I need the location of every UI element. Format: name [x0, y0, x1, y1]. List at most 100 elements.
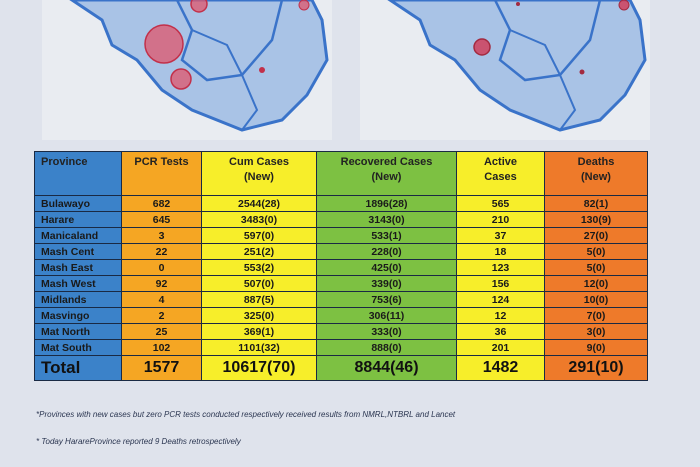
cell-cum-cases: 369(1): [201, 323, 317, 340]
cell-province: Mash West: [34, 275, 122, 292]
cell-active-cases: 36: [456, 323, 545, 340]
header-pcr-tests: PCR Tests: [121, 151, 202, 196]
case-map-right: [360, 0, 650, 140]
cell-active-cases: 12: [456, 307, 545, 324]
case-bubble: [579, 69, 585, 75]
cell-active-cases: 565: [456, 195, 545, 212]
cell-recovered-cases: 339(0): [316, 275, 457, 292]
cell-cum-cases: 3483(0): [201, 211, 317, 228]
cell-pcr-tests: 645: [121, 211, 202, 228]
table-row: Manicaland 3 597(0) 533(1) 37 27(0): [34, 227, 648, 244]
total-deaths: 291(10): [544, 355, 648, 381]
cell-pcr-tests: 4: [121, 291, 202, 308]
cell-deaths: 3(0): [544, 323, 648, 340]
table-row: Mash East 0 553(2) 425(0) 123 5(0): [34, 259, 648, 276]
map-graphic: [360, 0, 650, 140]
case-map-left: [42, 0, 332, 140]
cell-province: Mash East: [34, 259, 122, 276]
total-pcr: 1577: [121, 355, 202, 381]
cell-pcr-tests: 682: [121, 195, 202, 212]
table-total-row: Total 1577 10617(70) 8844(46) 1482 291(1…: [34, 355, 648, 381]
cell-deaths: 130(9): [544, 211, 648, 228]
cell-recovered-cases: 753(6): [316, 291, 457, 308]
table-row: Masvingo 2 325(0) 306(11) 12 7(0): [34, 307, 648, 324]
cell-cum-cases: 325(0): [201, 307, 317, 324]
cell-pcr-tests: 0: [121, 259, 202, 276]
cell-active-cases: 201: [456, 339, 545, 356]
cell-province: Mat North: [34, 323, 122, 340]
cell-recovered-cases: 425(0): [316, 259, 457, 276]
cell-deaths: 27(0): [544, 227, 648, 244]
cell-active-cases: 18: [456, 243, 545, 260]
cell-deaths: 10(0): [544, 291, 648, 308]
cell-province: Harare: [34, 211, 122, 228]
cell-cum-cases: 2544(28): [201, 195, 317, 212]
cell-pcr-tests: 2: [121, 307, 202, 324]
cell-deaths: 12(0): [544, 275, 648, 292]
header-deaths-line1: Deaths: [577, 156, 615, 168]
header-active-line1: Active: [483, 156, 518, 168]
province-covid-table: Province PCR Tests Cum Cases (New) Recov…: [34, 151, 648, 381]
cell-recovered-cases: 533(1): [316, 227, 457, 244]
case-bubble: [298, 0, 310, 11]
cell-recovered-cases: 306(11): [316, 307, 457, 324]
header-cum-cases-line1: Cum Cases: [229, 156, 289, 168]
case-bubble: [473, 38, 491, 56]
table-row: Mat North 25 369(1) 333(0) 36 3(0): [34, 323, 648, 340]
cell-province: Mat South: [34, 339, 122, 356]
cell-deaths: 9(0): [544, 339, 648, 356]
cell-active-cases: 210: [456, 211, 545, 228]
table-row: Bulawayo 682 2544(28) 1896(28) 565 82(1): [34, 195, 648, 212]
cell-recovered-cases: 228(0): [316, 243, 457, 260]
cell-recovered-cases: 888(0): [316, 339, 457, 356]
map-graphic: [42, 0, 332, 140]
cell-deaths: 5(0): [544, 243, 648, 260]
case-bubble: [144, 24, 184, 64]
total-recovered: 8844(46): [316, 355, 457, 381]
header-cum-cases: Cum Cases (New): [201, 151, 317, 196]
header-deaths-line2: (New): [581, 171, 611, 183]
header-deaths: Deaths (New): [544, 151, 648, 196]
cell-recovered-cases: 3143(0): [316, 211, 457, 228]
cell-province: Manicaland: [34, 227, 122, 244]
cell-recovered-cases: 333(0): [316, 323, 457, 340]
cell-cum-cases: 251(2): [201, 243, 317, 260]
table-header-row: Province PCR Tests Cum Cases (New) Recov…: [34, 151, 648, 196]
table-row: Mat South 102 1101(32) 888(0) 201 9(0): [34, 339, 648, 356]
case-bubble: [190, 0, 208, 13]
header-recovered-line1: Recovered Cases: [340, 156, 433, 168]
total-active: 1482: [456, 355, 545, 381]
table-row: Midlands 4 887(5) 753(6) 124 10(0): [34, 291, 648, 308]
footnote-pcr: *Provinces with new cases but zero PCR t…: [36, 410, 456, 419]
table-row: Mash West 92 507(0) 339(0) 156 12(0): [34, 275, 648, 292]
cell-province: Mash Cent: [34, 243, 122, 260]
cell-province: Masvingo: [34, 307, 122, 324]
cell-cum-cases: 507(0): [201, 275, 317, 292]
header-active-cases: Active Cases: [456, 151, 545, 196]
header-recovered-line2: (New): [371, 171, 402, 183]
cell-deaths: 7(0): [544, 307, 648, 324]
cell-pcr-tests: 92: [121, 275, 202, 292]
cell-pcr-tests: 102: [121, 339, 202, 356]
header-cum-cases-line2: (New): [244, 171, 274, 183]
cell-province: Bulawayo: [34, 195, 122, 212]
cell-province: Midlands: [34, 291, 122, 308]
cell-deaths: 5(0): [544, 259, 648, 276]
case-bubble: [170, 68, 192, 90]
cell-active-cases: 123: [456, 259, 545, 276]
cell-active-cases: 124: [456, 291, 545, 308]
header-recovered-cases: Recovered Cases (New): [316, 151, 457, 196]
cell-pcr-tests: 25: [121, 323, 202, 340]
header-province: Province: [34, 151, 122, 196]
case-bubble: [618, 0, 630, 11]
total-label: Total: [34, 355, 122, 381]
table-row: Harare 645 3483(0) 3143(0) 210 130(9): [34, 211, 648, 228]
cell-deaths: 82(1): [544, 195, 648, 212]
cell-recovered-cases: 1896(28): [316, 195, 457, 212]
cell-pcr-tests: 3: [121, 227, 202, 244]
cell-cum-cases: 1101(32): [201, 339, 317, 356]
cell-pcr-tests: 22: [121, 243, 202, 260]
cell-active-cases: 37: [456, 227, 545, 244]
cell-cum-cases: 597(0): [201, 227, 317, 244]
case-bubble: [259, 67, 265, 73]
